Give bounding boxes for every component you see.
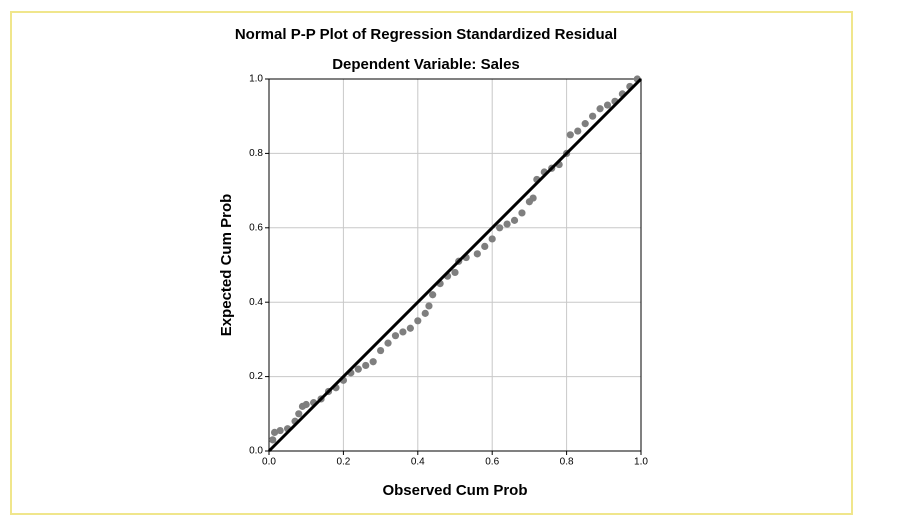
point <box>354 365 362 373</box>
point <box>276 426 284 435</box>
point <box>384 339 392 347</box>
point <box>596 105 604 113</box>
point <box>510 216 519 224</box>
point <box>421 309 429 317</box>
plot-border <box>268 78 642 452</box>
y-axis-title: Expected Cum Prob <box>218 194 235 337</box>
point <box>429 291 437 299</box>
point <box>391 332 400 340</box>
x-axis-title: Observed Cum Prob <box>382 482 527 499</box>
point <box>574 127 582 135</box>
point <box>377 346 385 355</box>
point <box>603 101 612 109</box>
x-tick-label: 0.0 <box>262 457 276 468</box>
point <box>362 361 370 370</box>
y-tick-label: 0.6 <box>249 222 263 233</box>
x-tick-label: 0.4 <box>411 457 425 468</box>
point <box>414 317 422 325</box>
point <box>589 112 597 120</box>
point <box>496 224 504 232</box>
point <box>503 220 511 228</box>
y-tick-label: 0.8 <box>249 148 263 159</box>
x-tick-label: 1.0 <box>634 457 648 468</box>
y-tick-label: 1.0 <box>249 74 263 85</box>
point <box>302 400 310 409</box>
point <box>270 428 279 436</box>
frame <box>10 11 853 515</box>
x-tick-label: 0.2 <box>336 457 350 468</box>
point <box>425 302 433 310</box>
point <box>269 436 277 444</box>
point <box>451 268 459 277</box>
point <box>518 209 526 217</box>
y-tick-label: 0.4 <box>249 297 263 308</box>
point <box>566 131 574 139</box>
x-tick-label: 0.8 <box>560 457 574 468</box>
point <box>399 328 407 336</box>
x-tick-label: 0.6 <box>485 457 499 468</box>
point <box>481 242 489 250</box>
chart-subtitle: Dependent Variable: Sales <box>332 56 520 73</box>
y-tick-label: 0.2 <box>249 371 263 382</box>
y-tick-label: 0.0 <box>249 446 263 457</box>
reference-line <box>267 77 643 453</box>
point <box>488 235 496 243</box>
point <box>369 358 377 366</box>
point <box>295 410 303 418</box>
point <box>406 324 414 332</box>
point <box>581 120 589 128</box>
point <box>473 250 481 258</box>
point <box>529 194 537 202</box>
chart-title: Normal P-P Plot of Regression Standardiz… <box>235 26 617 43</box>
